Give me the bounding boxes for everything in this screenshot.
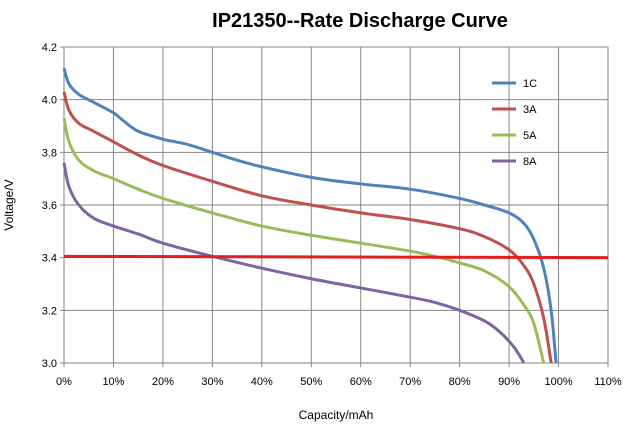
legend-label-3a: 3A: [523, 104, 537, 116]
series-line-1c: [62, 67, 558, 364]
legend-label-1c: 1C: [523, 78, 537, 90]
legend-label-5a: 5A: [523, 130, 537, 142]
chart-title: IP21350--Rate Discharge Curve: [212, 10, 508, 32]
y-tick-label: 3.0: [42, 358, 57, 370]
x-tick-label: 10%: [102, 376, 124, 388]
y-axis-label: Voltage/V: [2, 179, 16, 230]
x-tick-label: 20%: [152, 376, 174, 388]
y-tick-label: 3.8: [42, 147, 57, 159]
x-axis-ticks: 0% 10% 20% 30% 40% 50% 60% 70% 80% 90% 100% 110%: [56, 363, 622, 388]
x-tick-label: 90%: [498, 376, 520, 388]
series-line-8a: [62, 162, 526, 364]
x-tick-label: 100%: [544, 376, 572, 388]
legend-label-8a: 8A: [523, 156, 537, 168]
x-tick-label: 60%: [350, 376, 372, 388]
x-tick-label: 110%: [594, 376, 622, 388]
y-tick-label: 3.6: [42, 200, 57, 212]
x-tick-label: 30%: [201, 376, 223, 388]
series-line-3a: [62, 91, 553, 364]
x-tick-label: 80%: [449, 376, 471, 388]
y-tick-label: 4.2: [42, 42, 57, 54]
x-tick-label: 40%: [251, 376, 273, 388]
y-tick-label: 4.0: [42, 95, 57, 107]
series-line-5a: [62, 117, 546, 364]
x-axis-label: Capacity/mAh: [299, 408, 374, 422]
legend: 1C 3A 5A 8A: [492, 78, 537, 168]
reference-line: [63, 254, 609, 260]
y-axis-ticks: 3.0 3.2 3.4 3.6 3.8 4.0 4.2: [42, 42, 64, 370]
series-layer: [62, 67, 558, 364]
y-tick-label: 3.4: [42, 253, 57, 265]
x-tick-label: 0%: [56, 376, 72, 388]
x-tick-label: 50%: [300, 376, 322, 388]
x-tick-label: 70%: [399, 376, 421, 388]
y-tick-label: 3.2: [42, 305, 57, 317]
